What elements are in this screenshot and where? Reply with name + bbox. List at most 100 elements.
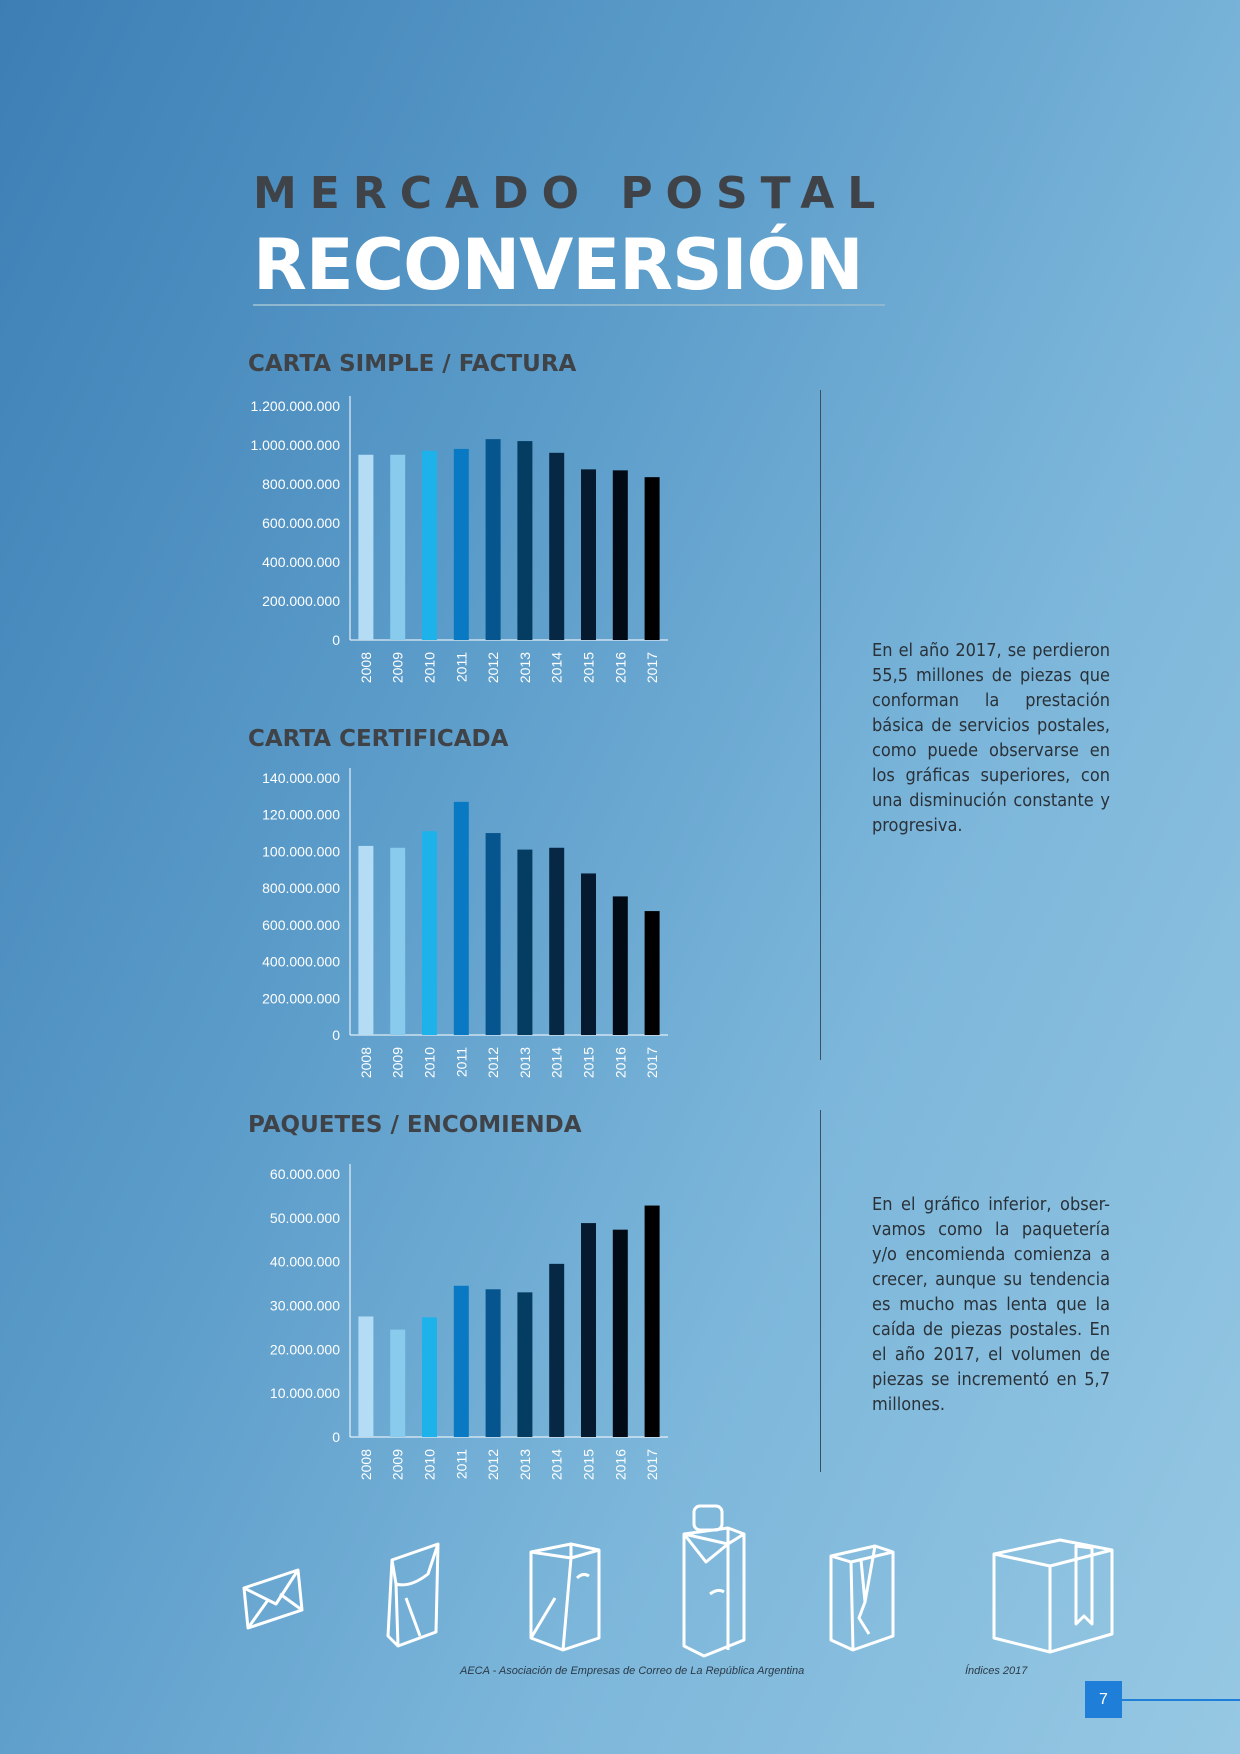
page-number: 7: [1085, 1681, 1122, 1718]
bar-2011: [453, 1285, 469, 1437]
x-tick-label: 2016: [612, 1047, 628, 1078]
bar-2012: [485, 833, 501, 1035]
y-tick-label: 600.000.000: [262, 917, 340, 933]
x-tick-label: 2014: [549, 652, 565, 683]
y-tick-label: 800.000.000: [262, 476, 340, 492]
bar-2017: [644, 477, 660, 640]
x-tick-label: 2011: [453, 652, 469, 682]
bar-2014: [549, 847, 565, 1035]
bar-2008: [358, 845, 374, 1035]
y-tick-label: 400.000.000: [262, 554, 340, 570]
bar-2013: [517, 1292, 533, 1437]
bar-2011: [453, 801, 469, 1035]
small-bag-icon: [386, 1542, 440, 1648]
x-tick-label: 2013: [517, 1047, 533, 1078]
note-bottom: En el gráfico inferior, obser-vamos como…: [872, 1194, 1110, 1415]
x-tick-label: 2014: [549, 1449, 565, 1480]
y-tick-label: 1.200.000.000: [250, 398, 340, 414]
bar-2010: [422, 450, 437, 640]
section-kicker: MERCADO POSTAL: [253, 168, 889, 219]
chart-title-carta-certificada: CARTA CERTIFICADA: [248, 726, 509, 752]
y-tick-label: 0: [332, 632, 340, 648]
page-title: RECONVERSIÓN: [253, 224, 864, 306]
bar-2017: [644, 1205, 660, 1437]
x-tick-label: 2017: [644, 1449, 660, 1480]
bar-2014: [549, 452, 565, 640]
x-tick-label: 2014: [549, 1047, 565, 1078]
bar-chart-carta-simple: 0 200.000.000 400.000.000 600.000.000 800.00…: [250, 396, 668, 683]
bar-2012: [485, 1289, 501, 1437]
y-tick-label: 0: [332, 1429, 340, 1445]
y-tick-label: 600.000.000: [262, 515, 340, 531]
bar-2012: [485, 439, 501, 640]
x-tick-label: 2015: [581, 652, 597, 683]
y-tick-label: 50.000.000: [270, 1210, 340, 1226]
x-tick-label: 2016: [612, 1449, 628, 1480]
x-tick-label: 2008: [358, 1047, 374, 1078]
y-tick-label: 0: [332, 1027, 340, 1043]
bar-2015: [581, 873, 596, 1035]
box-icon: [992, 1538, 1114, 1654]
y-tick-label: 10.000.000: [270, 1385, 340, 1401]
paper-bag-icon: [529, 1542, 601, 1652]
x-tick-label: 2009: [390, 1047, 406, 1078]
column-divider-top: [820, 390, 821, 1060]
y-tick-label: 20.000.000: [270, 1341, 340, 1357]
icon-row: [240, 1500, 1120, 1660]
x-tick-label: 2015: [581, 1449, 597, 1480]
chart-carta-certificada: 0 200.000.000 400.000.000 600.000.000 800.00…: [240, 768, 680, 1090]
y-tick-label: 140.000.000: [262, 770, 340, 786]
title-underline: [253, 304, 885, 306]
bar-2015: [581, 469, 596, 640]
bar-2010: [422, 831, 437, 1035]
x-tick-label: 2010: [422, 652, 438, 683]
bar-2017: [644, 911, 660, 1035]
footer-organization: AECA - Asociación de Empresas de Correo …: [460, 1665, 805, 1677]
y-tick-label: 200.000.000: [262, 593, 340, 609]
x-tick-label: 2015: [581, 1047, 597, 1078]
x-tick-label: 2011: [453, 1449, 469, 1479]
x-tick-label: 2010: [422, 1047, 438, 1078]
bar-chart-carta-certificada: 0 200.000.000 400.000.000 600.000.000 800.00…: [262, 768, 668, 1078]
bar-2016: [612, 1229, 628, 1437]
footer-rule: [1085, 1699, 1240, 1701]
bar-2016: [612, 470, 628, 640]
y-tick-label: 800.000.000: [262, 880, 340, 896]
handle-bag-icon: [682, 1504, 746, 1658]
x-tick-label: 2017: [644, 652, 660, 683]
bar-2008: [358, 454, 374, 640]
x-tick-label: 2012: [485, 1449, 501, 1480]
x-tick-label: 2012: [485, 652, 501, 683]
x-tick-label: 2009: [390, 652, 406, 683]
x-tick-label: 2008: [358, 1449, 374, 1480]
x-tick-label: 2013: [517, 652, 533, 683]
bar-2014: [549, 1263, 565, 1437]
bar-2013: [517, 441, 533, 640]
bar-2013: [517, 849, 533, 1035]
bar-2010: [422, 1317, 437, 1437]
y-tick-label: 60.000.000: [270, 1166, 340, 1182]
bar-2009: [390, 1329, 406, 1437]
x-tick-label: 2013: [517, 1449, 533, 1480]
x-tick-label: 2010: [422, 1449, 438, 1480]
y-tick-label: 1.000.000.000: [250, 437, 340, 453]
y-tick-label: 400.000.000: [262, 954, 340, 970]
footer-index: Índices 2017: [965, 1665, 1028, 1677]
bar-2011: [453, 448, 469, 640]
chart-title-paquetes: PAQUETES / ENCOMIENDA: [248, 1112, 582, 1138]
y-tick-label: 200.000.000: [262, 990, 340, 1006]
bar-chart-paquetes: 0 10.000.000 20.000.000 30.000.000 40.000.00…: [270, 1164, 668, 1480]
x-tick-label: 2017: [644, 1047, 660, 1078]
bar-2016: [612, 896, 628, 1035]
envelope-icon: [242, 1568, 304, 1630]
x-tick-label: 2009: [390, 1449, 406, 1480]
chart-carta-simple: 0 200.000.000 400.000.000 600.000.000 800.00…: [240, 390, 680, 690]
x-tick-label: 2011: [453, 1047, 469, 1077]
bar-2009: [390, 847, 406, 1035]
bar-2009: [390, 454, 406, 640]
y-tick-label: 120.000.000: [262, 807, 340, 823]
y-tick-label: 40.000.000: [270, 1254, 340, 1270]
x-tick-label: 2008: [358, 652, 374, 683]
chart-title-carta-simple: CARTA SIMPLE / FACTURA: [248, 351, 577, 377]
y-tick-label: 100.000.000: [262, 843, 340, 859]
